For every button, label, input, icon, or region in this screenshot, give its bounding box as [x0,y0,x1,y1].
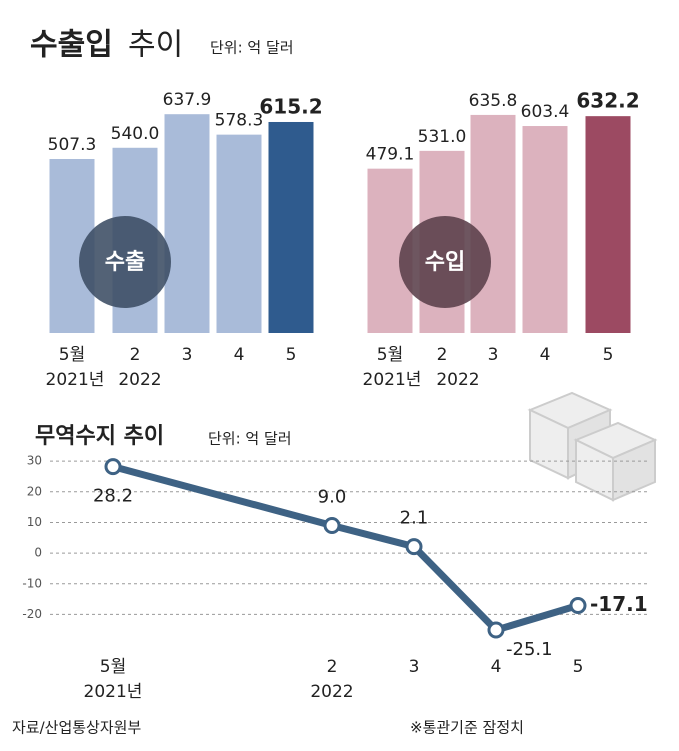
y-tick-label: 0 [34,546,42,560]
value-label: 479.1 [366,145,415,165]
x-tick-label: 4 [540,345,551,365]
period-label: 2022 [436,370,479,390]
bar [164,114,210,333]
bar [585,116,631,334]
x-tick-label: 3 [409,657,420,677]
title-light: 추이 [128,28,183,63]
line-subtitle: 단위: 억 달러 [208,430,292,448]
x-tick-label: 5월 [377,345,403,365]
title-bold: 수출입 [30,28,113,63]
x-tick-label: 2 [437,345,448,365]
y-tick-label: -10 [22,576,42,590]
value-label: 578.3 [215,111,264,131]
value-label: 540.0 [111,124,160,144]
x-tick-label: 3 [182,345,193,365]
x-tick-label: 5 [286,345,297,365]
unit: 단위: 억 달러 [210,39,294,57]
source: 자료/산업통상자원부 [12,719,141,737]
period-label: 2021년 [46,370,105,390]
bar [216,134,262,333]
x-tick-label: 2 [130,345,141,365]
period-label: 2021년 [363,370,422,390]
value-label: 2.1 [400,508,429,529]
badge [79,216,171,308]
x-tick-label: 5월 [59,345,85,365]
marker [405,538,423,556]
y-tick-label: -20 [22,607,42,621]
x-tick-label: 4 [491,657,502,677]
bar [522,126,568,333]
value-label: 9.0 [318,487,347,508]
y-tick-label: 30 [27,454,42,468]
value-label: -25.1 [506,639,553,660]
value-label: -17.1 [590,592,648,616]
period-label: 2022 [118,370,161,390]
marker [104,458,122,476]
x-tick-label: 4 [234,345,245,365]
value-label: 603.4 [521,102,570,122]
period-label: 2021년 [84,682,143,702]
badge-label: 수출 [105,250,145,275]
note: ※통관기준 잠정치 [410,719,524,737]
y-tick-label: 10 [27,515,42,529]
badge [399,216,491,308]
x-tick-label: 3 [488,345,499,365]
x-tick-label: 5 [573,657,584,677]
bar [268,121,314,334]
value-label: 635.8 [469,91,518,111]
bar [470,114,516,334]
badge-label: 수입 [425,250,465,275]
value-label: 507.3 [48,135,97,155]
box-icon [527,391,658,502]
value-label: 28.2 [93,486,133,507]
x-tick-label: 5월 [100,657,126,677]
x-tick-label: 2 [327,657,338,677]
value-label: 615.2 [259,94,322,118]
period-label: 2022 [310,682,353,702]
value-label: 637.9 [163,90,212,110]
marker [569,597,587,615]
marker [323,517,341,535]
x-tick-label: 5 [603,345,614,365]
value-label: 531.0 [418,127,467,147]
line-title: 무역수지 추이 [35,424,164,449]
value-label: 632.2 [576,89,639,113]
box-front [612,438,656,502]
marker [487,621,505,639]
y-tick-label: 20 [27,484,42,498]
